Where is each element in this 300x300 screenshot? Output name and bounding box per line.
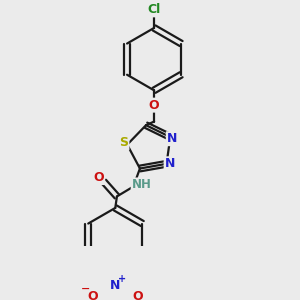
Text: +: + xyxy=(118,274,126,284)
Text: Cl: Cl xyxy=(148,3,161,16)
Text: −: − xyxy=(81,284,90,293)
Text: O: O xyxy=(132,290,143,300)
Text: N: N xyxy=(167,132,177,145)
Text: O: O xyxy=(88,290,98,300)
Text: N: N xyxy=(110,279,121,292)
Text: N: N xyxy=(165,157,175,170)
Text: O: O xyxy=(94,171,104,184)
Text: O: O xyxy=(149,99,159,112)
Text: NH: NH xyxy=(132,178,152,191)
Text: S: S xyxy=(119,136,128,149)
